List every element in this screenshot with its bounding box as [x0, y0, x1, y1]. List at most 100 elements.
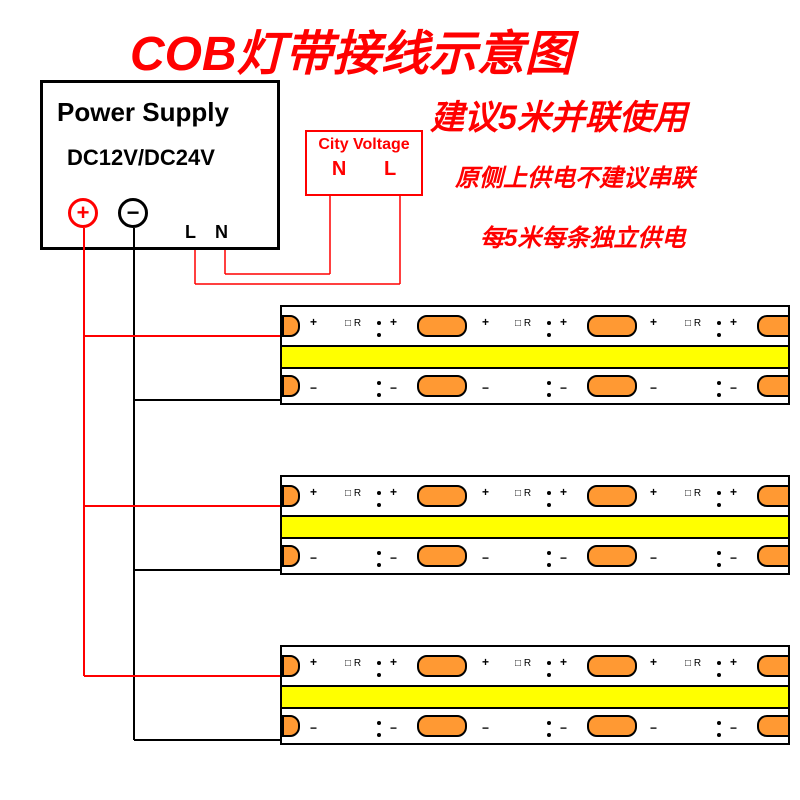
strip-glow	[282, 345, 788, 369]
r-label: □ R	[345, 318, 361, 329]
cut-dot	[547, 321, 551, 325]
city-voltage-label: City Voltage	[313, 136, 415, 154]
solder-pad	[282, 545, 300, 567]
cut-dot	[547, 333, 551, 337]
city-nl-row: N L	[313, 158, 415, 181]
solder-pad	[417, 375, 467, 397]
cut-dot	[547, 503, 551, 507]
plus-mark: +	[650, 655, 657, 669]
psu-label: Power Supply	[57, 97, 229, 128]
r-label: □ R	[515, 318, 531, 329]
cut-dot	[547, 393, 551, 397]
plus-mark: +	[482, 485, 489, 499]
cut-dot	[377, 393, 381, 397]
solder-pad	[417, 485, 467, 507]
r-label: □ R	[685, 318, 701, 329]
solder-pad	[757, 655, 790, 677]
solder-pad	[757, 485, 790, 507]
solder-pad	[757, 545, 790, 567]
plus-mark: +	[730, 485, 737, 499]
cut-dot	[717, 333, 721, 337]
plus-mark: +	[390, 315, 397, 329]
strip-glow	[282, 685, 788, 709]
plus-mark: +	[390, 485, 397, 499]
solder-pad	[417, 655, 467, 677]
cut-dot	[547, 721, 551, 725]
solder-pad	[587, 715, 637, 737]
minus-mark: −	[390, 721, 397, 735]
note-1: 原侧上供电不建议串联	[455, 158, 695, 193]
cut-dot	[377, 563, 381, 567]
solder-pad	[417, 715, 467, 737]
plus-mark: +	[310, 485, 317, 499]
cut-dot	[717, 661, 721, 665]
plus-mark: +	[310, 315, 317, 329]
cut-dot	[377, 661, 381, 665]
cut-dot	[377, 551, 381, 555]
cut-dot	[717, 721, 721, 725]
solder-pad	[587, 545, 637, 567]
plus-mark: +	[390, 655, 397, 669]
cut-dot	[547, 673, 551, 677]
cut-dot	[377, 321, 381, 325]
psu-N-label: N	[215, 222, 228, 243]
cut-dot	[717, 491, 721, 495]
minus-mark: −	[390, 381, 397, 395]
solder-pad	[282, 315, 300, 337]
solder-pad	[282, 715, 300, 737]
r-label: □ R	[515, 488, 531, 499]
cut-dot	[377, 491, 381, 495]
plus-mark: +	[560, 315, 567, 329]
minus-mark: −	[482, 551, 489, 565]
minus-mark: −	[560, 551, 567, 565]
minus-mark: −	[310, 551, 317, 565]
minus-mark: −	[390, 551, 397, 565]
plus-mark: +	[730, 655, 737, 669]
cut-dot	[717, 551, 721, 555]
cut-dot	[377, 673, 381, 677]
minus-mark: −	[560, 721, 567, 735]
city-L: L	[384, 158, 396, 181]
plus-mark: +	[650, 485, 657, 499]
cut-dot	[547, 491, 551, 495]
plus-mark: +	[482, 315, 489, 329]
cut-dot	[717, 673, 721, 677]
cut-dot	[377, 733, 381, 737]
minus-mark: −	[730, 381, 737, 395]
cut-dot	[717, 321, 721, 325]
solder-pad	[587, 315, 637, 337]
minus-mark: −	[730, 551, 737, 565]
cut-dot	[377, 503, 381, 507]
plus-mark: +	[560, 485, 567, 499]
terminal-negative: −	[118, 198, 148, 228]
r-label: □ R	[685, 488, 701, 499]
cut-dot	[377, 333, 381, 337]
plus-mark: +	[650, 315, 657, 329]
cut-dot	[547, 551, 551, 555]
psu-sublabel: DC12V/DC24V	[67, 145, 215, 171]
minus-mark: −	[730, 721, 737, 735]
psu-L-label: L	[185, 222, 196, 243]
led-strip-3: +−+−+−+−+−+−□ R□ R□ R	[280, 645, 790, 745]
cut-dot	[717, 503, 721, 507]
solder-pad	[282, 485, 300, 507]
solder-pad	[282, 375, 300, 397]
solder-pad	[417, 545, 467, 567]
minus-mark: −	[482, 721, 489, 735]
cut-dot	[547, 563, 551, 567]
plus-mark: +	[730, 315, 737, 329]
r-label: □ R	[345, 488, 361, 499]
strip-glow	[282, 515, 788, 539]
city-N: N	[332, 158, 346, 181]
minus-mark: −	[310, 381, 317, 395]
minus-mark: −	[650, 721, 657, 735]
minus-mark: −	[650, 381, 657, 395]
diagram-subtitle: 建议5米并联使用	[430, 90, 687, 139]
cut-dot	[547, 661, 551, 665]
cut-dot	[717, 733, 721, 737]
solder-pad	[757, 315, 790, 337]
solder-pad	[757, 375, 790, 397]
led-strip-2: +−+−+−+−+−+−□ R□ R□ R	[280, 475, 790, 575]
solder-pad	[757, 715, 790, 737]
plus-mark: +	[560, 655, 567, 669]
